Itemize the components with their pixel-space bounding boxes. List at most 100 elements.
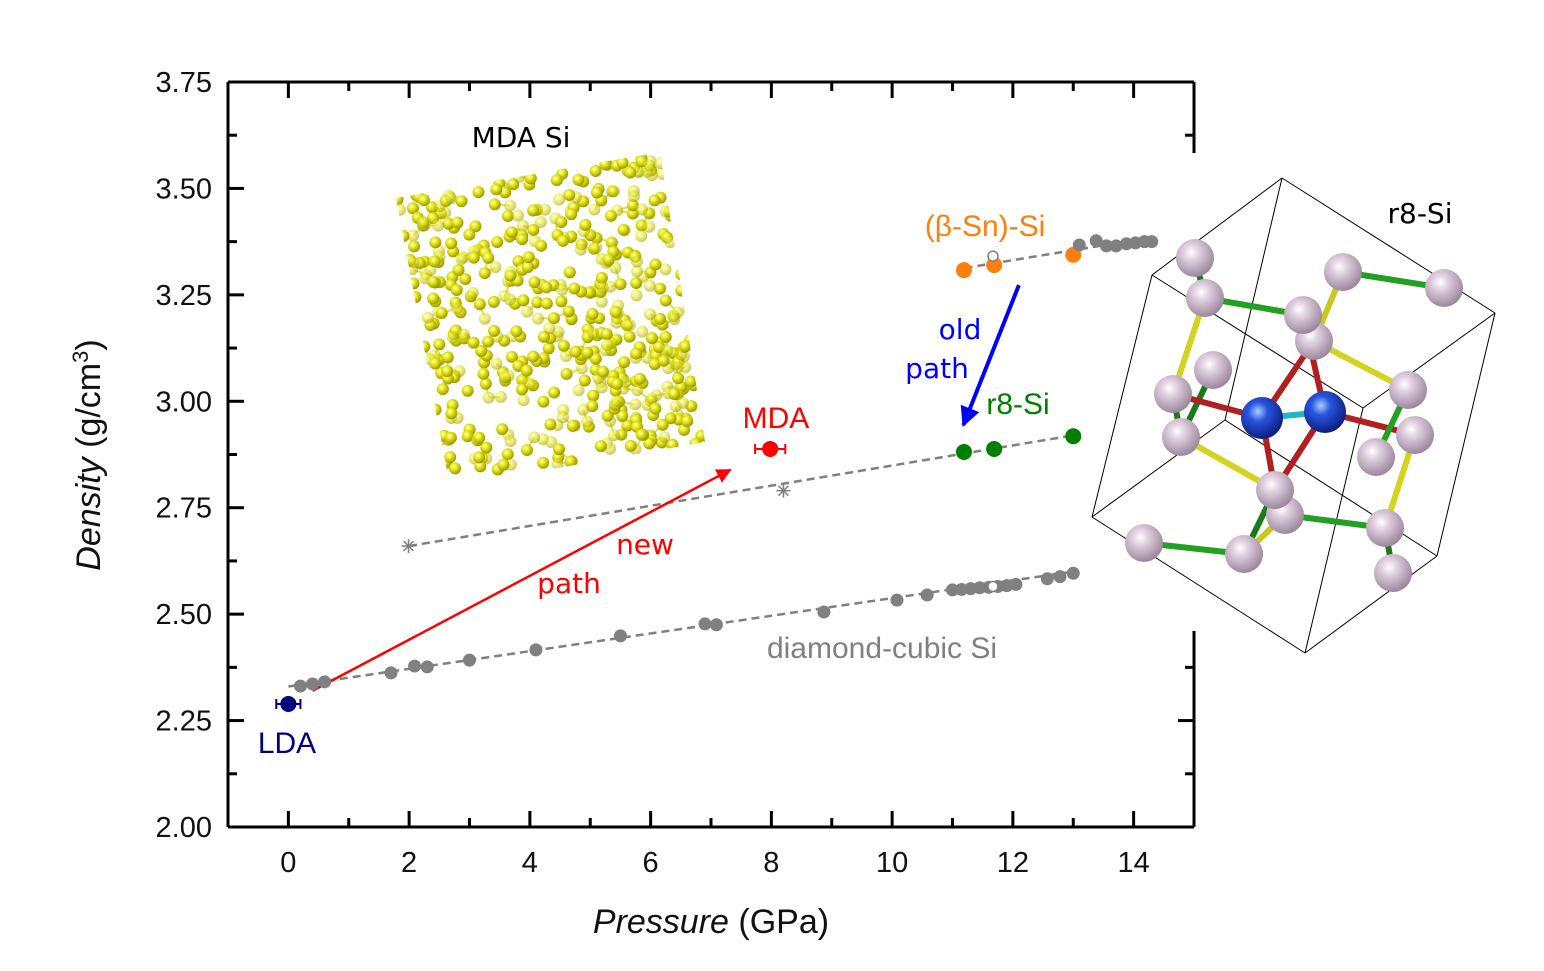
- si-atom: [524, 172, 537, 185]
- si-atom: [435, 306, 448, 319]
- si-atom: [455, 195, 468, 208]
- si-atom: [1374, 554, 1412, 592]
- si-atom: [1176, 239, 1214, 277]
- si-atom: [659, 263, 672, 276]
- si-atom: [552, 443, 565, 456]
- si-atom: [417, 194, 430, 207]
- x-tick-label: 4: [522, 847, 538, 879]
- mda-si-label: MDA Si: [472, 121, 571, 154]
- si-atom: [645, 332, 658, 345]
- y-axis-title: Density (g/cm3): [68, 339, 108, 570]
- si-atom: [545, 435, 558, 448]
- si-atom: [643, 159, 656, 172]
- data-point: [709, 618, 723, 632]
- si-atom: [671, 361, 684, 374]
- data-point: [306, 677, 320, 691]
- open-data-point: [987, 250, 999, 262]
- si-atom: [577, 403, 590, 416]
- si-atom: [1225, 535, 1263, 573]
- center-si-atom: [1241, 397, 1283, 439]
- si-atom: [624, 439, 637, 452]
- si-atom: [607, 429, 620, 442]
- si-atom: [491, 235, 504, 248]
- si-atom: [590, 241, 603, 254]
- si-atom: [624, 166, 637, 179]
- y-tick-label: 2.25: [156, 706, 212, 738]
- si-atom: [601, 338, 614, 351]
- si-atom: [550, 174, 563, 187]
- si-atom: [487, 295, 500, 308]
- x-tick-label: 10: [876, 847, 908, 879]
- si-atom: [574, 243, 587, 256]
- si-atom: [501, 448, 514, 461]
- si-atom: [542, 342, 555, 355]
- si-atom: [635, 203, 648, 216]
- si-atom: [608, 185, 621, 198]
- old-label: old: [939, 313, 982, 346]
- x-tick-labels: 0 2 4 6 8 10 12 14: [280, 847, 1149, 879]
- si-atom: [645, 392, 658, 405]
- si-atom: [547, 312, 560, 325]
- si-atom: [522, 251, 535, 264]
- new-path-arrow: [311, 468, 732, 692]
- si-atom: [623, 330, 636, 343]
- si-atom: [520, 364, 533, 377]
- si-atom: [676, 397, 689, 410]
- y-axis-title-sup: 3: [68, 351, 93, 363]
- si-atom: [661, 344, 674, 357]
- si-atom: [626, 199, 639, 212]
- si-atom: [557, 411, 570, 424]
- y-tick-label: 3.00: [156, 386, 212, 418]
- new-path-label: path: [537, 567, 601, 600]
- si-atom: [538, 330, 551, 343]
- si-atom: [581, 415, 594, 428]
- data-point: [293, 679, 307, 693]
- si-atom: [672, 372, 685, 385]
- si-atom: [473, 298, 486, 311]
- si-atom: [432, 219, 445, 232]
- si-atom: [512, 209, 525, 222]
- data-point: [698, 617, 712, 631]
- si-atom: [575, 362, 588, 375]
- si-atom: [586, 400, 599, 413]
- si-atom: [527, 204, 540, 217]
- si-atom: [489, 261, 502, 274]
- si-atom: [609, 261, 622, 274]
- si-atom: [433, 338, 446, 351]
- si-atom: [610, 394, 623, 407]
- si-atom: [605, 236, 618, 249]
- si-atom: [618, 356, 631, 369]
- old-path-label: path: [905, 352, 969, 385]
- si-atom: [445, 192, 458, 205]
- arrows: [311, 284, 1021, 692]
- si-atom: [572, 384, 585, 397]
- ticks: [228, 80, 1194, 829]
- si-atom: [502, 369, 515, 382]
- si-atom: [429, 357, 442, 370]
- si-atom: [664, 236, 677, 249]
- si-atom: [539, 203, 552, 216]
- center-si-atom: [1304, 391, 1346, 433]
- si-atom: [630, 347, 643, 360]
- si-atom: [418, 340, 431, 353]
- si-atom: [442, 217, 455, 230]
- axes: [226, 80, 1196, 829]
- r8-si-structure-label: r8-Si: [1388, 197, 1453, 230]
- si-atom: [467, 251, 480, 264]
- si-atom: [579, 218, 592, 231]
- data-point: [318, 675, 332, 689]
- si-atom: [627, 190, 640, 203]
- si-atom: [406, 202, 419, 215]
- r8-si-structure-image: [1091, 177, 1496, 654]
- unit-cell-edge: [1362, 312, 1496, 409]
- si-atom: [664, 412, 677, 425]
- data-point: [955, 262, 972, 279]
- si-atom: [421, 311, 434, 324]
- si-atom: [479, 377, 492, 390]
- si-atom: [527, 223, 540, 236]
- si-atom: [441, 365, 454, 378]
- si-atom: [1256, 471, 1294, 509]
- si-atom: [636, 325, 649, 338]
- si-atom: [630, 255, 643, 268]
- data-point: [1072, 238, 1086, 252]
